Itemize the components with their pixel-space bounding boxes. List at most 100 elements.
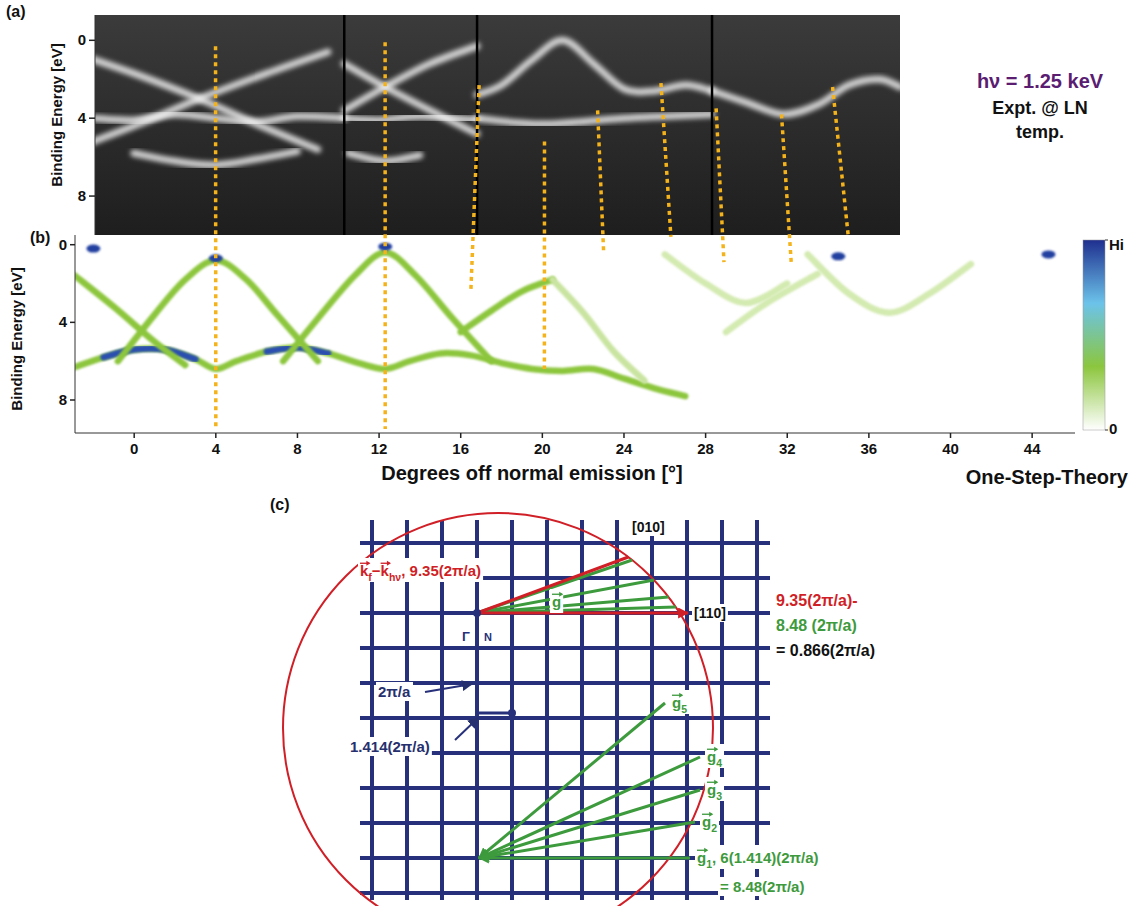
band: [712, 79, 900, 114]
colorbar-tick: [1105, 430, 1108, 431]
vector-arrowhead: [366, 561, 370, 566]
label-segment: 5: [681, 703, 687, 715]
difference-label-bg: [774, 641, 877, 660]
point-label: N: [484, 631, 492, 643]
rich-label: g: [550, 589, 563, 613]
label-bg: [705, 744, 724, 768]
x-tick-label: 24: [616, 440, 633, 457]
annotation: Expt. @ LN: [992, 98, 1088, 118]
origin-point: [473, 609, 481, 617]
label-bg: [695, 845, 821, 869]
plot-area: [75, 243, 1055, 396]
guide-line: [471, 85, 479, 289]
figure: 048Binding Energy [eV](a)hν = 1.25 keVEx…: [0, 0, 1135, 906]
band: [477, 40, 712, 95]
ewald-circle: [283, 513, 713, 906]
x-tick: [1031, 433, 1033, 438]
x-tick: [215, 433, 217, 438]
x-tick: [705, 433, 707, 438]
vector-arrowhead: [704, 848, 708, 853]
kf-vector: [477, 557, 628, 613]
colorbar: [1083, 240, 1105, 430]
vector-arrowhead: [714, 747, 718, 752]
direction-label-bg: [692, 604, 728, 622]
x-tick-label: 16: [452, 440, 469, 457]
g-vector: [479, 822, 695, 858]
y-tick-label: 0: [59, 236, 67, 253]
direction-label: [010]: [632, 519, 665, 535]
x-tick-label: 4: [212, 440, 221, 457]
difference-label-bg: [774, 616, 859, 635]
g1-value-label: = 8.48(2π/a): [720, 878, 804, 895]
x-tick: [542, 433, 544, 438]
grid-line: [360, 716, 770, 720]
grid-line: [360, 891, 770, 895]
lattice-diagram: kf − khν, 9.35(2π/a)gg5g4g3g2g1, 6(1.414…: [283, 513, 821, 906]
g-vector: [479, 857, 690, 860]
vector-arrowhead: [714, 780, 718, 785]
y-tick: [70, 399, 75, 401]
label-segment: , 6(1.414)(2π/a): [712, 849, 819, 866]
chart-title: One-Step-Theory: [966, 466, 1129, 488]
guide-line: [781, 114, 791, 264]
kf-vector: [477, 612, 688, 615]
label-bg: [670, 690, 689, 714]
gamma-n-segment: [477, 712, 512, 715]
intensity-spot: [831, 252, 845, 260]
band: [553, 280, 645, 381]
label-bg: [550, 589, 563, 613]
label-segment: hν: [389, 571, 401, 583]
x-tick: [950, 433, 952, 438]
difference-label: = 0.866(2π/a): [776, 642, 875, 659]
y-tick-label: 4: [59, 313, 68, 330]
label-bg: [358, 558, 483, 582]
guide-line: [543, 142, 547, 369]
y-tick: [70, 322, 75, 324]
label-segment: −: [372, 562, 381, 579]
y-tick-label: 8: [78, 187, 86, 204]
frame-divider: [476, 15, 479, 235]
g-vector: [479, 790, 700, 858]
g1-value-label-bg: [718, 877, 806, 896]
spacing-label-bg: [376, 682, 413, 701]
y-tick-label: 8: [59, 391, 67, 408]
colorbar-tick: [1105, 240, 1108, 241]
vector-arrowhead: [679, 693, 683, 698]
band: [477, 114, 712, 124]
x-axis-title: Degrees off normal emission [°]: [381, 462, 682, 484]
rich-label: g5: [670, 690, 689, 715]
rich-label: g4: [705, 744, 724, 769]
band: [95, 114, 344, 122]
y-tick: [89, 40, 95, 42]
band: [461, 280, 553, 332]
difference-label: 9.35(2π/a)-: [776, 592, 858, 609]
point-label-bg: [482, 630, 494, 644]
y-axis-title: Binding Energy [eV]: [48, 43, 65, 186]
x-tick-label: 20: [534, 440, 551, 457]
band: [665, 254, 787, 303]
x-tick: [460, 433, 462, 438]
difference-label: 8.48 (2π/a): [776, 617, 857, 634]
annotation: temp.: [1016, 122, 1064, 142]
rich-label: kf − khν, 9.35(2π/a): [358, 558, 483, 583]
vector-arrowhead: [709, 812, 713, 817]
n-point: [508, 709, 516, 717]
y-axis: [95, 15, 96, 235]
x-tick: [786, 433, 788, 438]
label-segment: , 9.35(2π/a): [401, 562, 481, 579]
rich-label: g3: [705, 777, 724, 802]
guide-line: [598, 110, 604, 250]
band: [726, 274, 818, 332]
panel-label: (b): [30, 229, 50, 246]
label-bg: [705, 777, 724, 801]
x-tick-label: 0: [130, 440, 138, 457]
guide-line: [661, 83, 671, 237]
y-axis-title: Binding Energy [eV]: [8, 267, 25, 410]
g-vector: [479, 703, 665, 858]
intensity-spot: [86, 245, 100, 253]
intensity-spot: [1041, 250, 1055, 258]
y-tick-label: 4: [78, 109, 87, 126]
y-tick: [89, 195, 95, 197]
x-tick-label: 32: [779, 440, 796, 457]
g-vector: [479, 757, 700, 858]
